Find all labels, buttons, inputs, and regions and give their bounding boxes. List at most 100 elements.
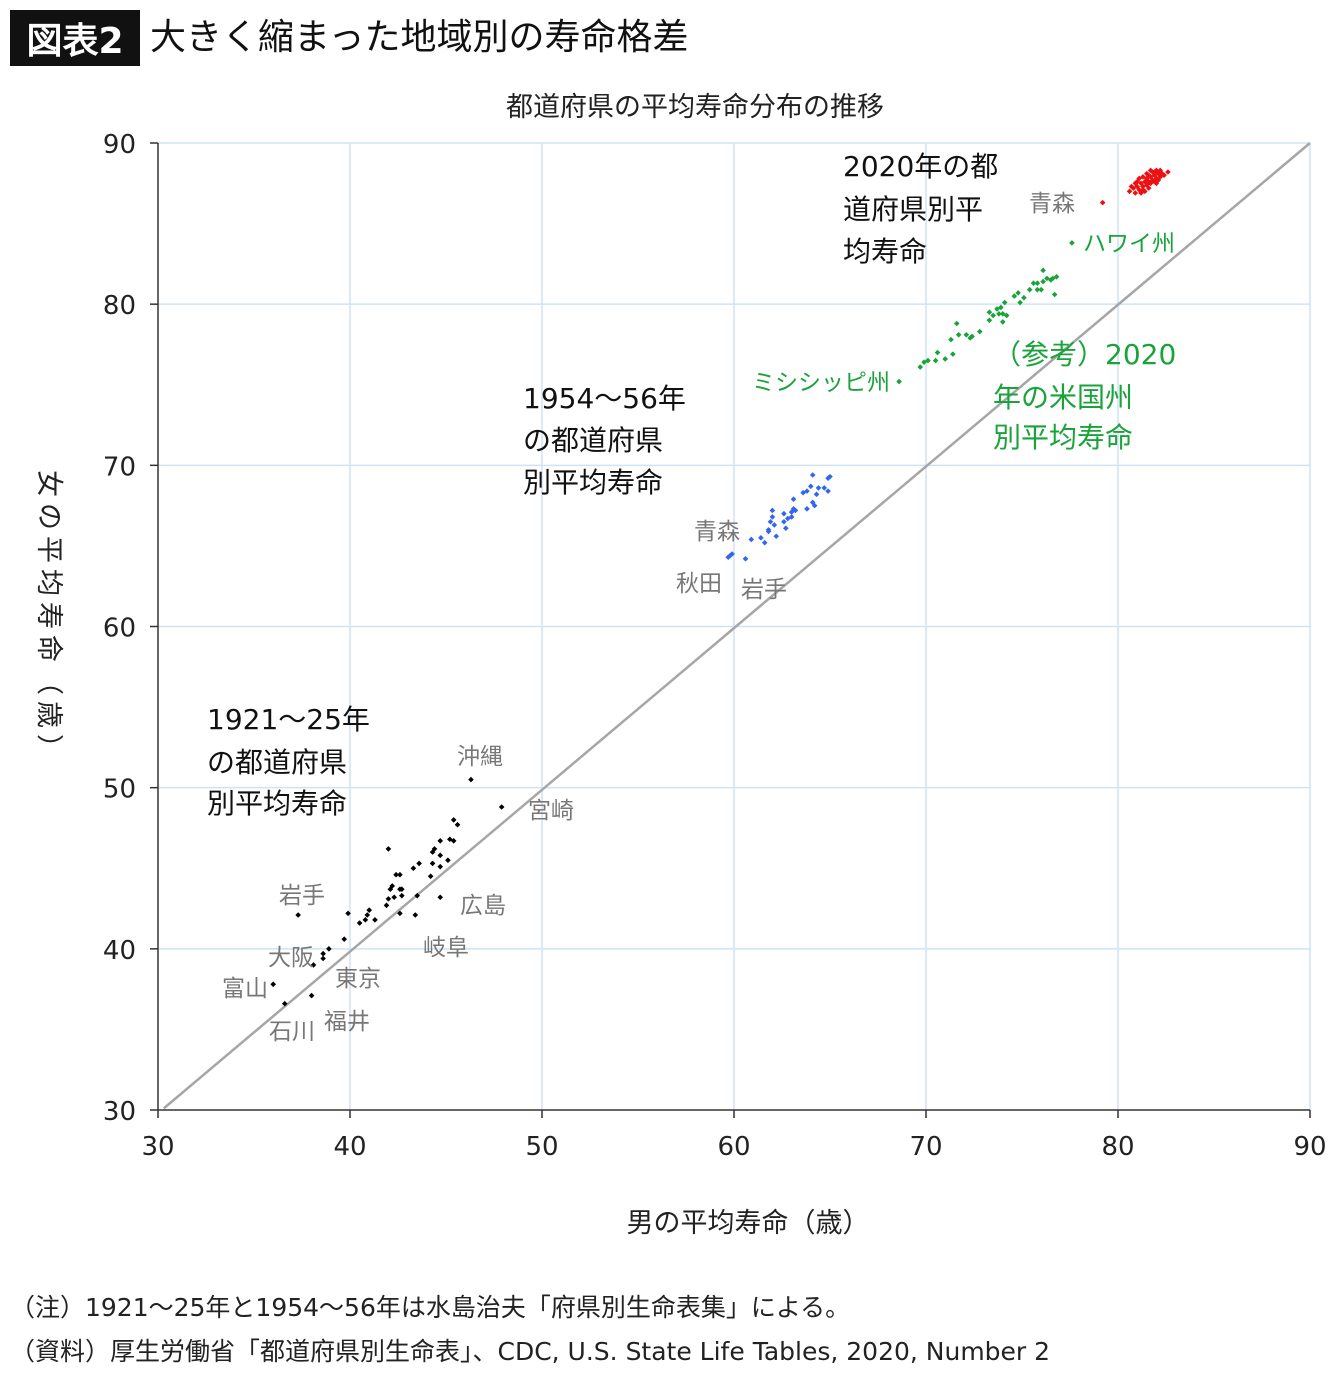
annotation-line: 均寿命: [843, 235, 927, 268]
data-point: [1099, 199, 1106, 206]
data-point: [362, 917, 369, 923]
annotation-line: （参考）2020: [993, 338, 1176, 371]
data-point: [431, 846, 438, 852]
data-point: [948, 336, 954, 343]
label-hiroshima: 広島: [460, 893, 506, 919]
data-point: [320, 950, 326, 957]
data-point: [790, 506, 797, 512]
data-point: [953, 320, 960, 327]
data-point: [729, 551, 735, 557]
data-point: [397, 910, 403, 917]
data-point: [429, 860, 436, 867]
data-point: [765, 528, 772, 535]
data-point: [769, 514, 776, 520]
data-point: [356, 920, 363, 926]
y-tick-label: 50: [103, 775, 136, 805]
annotation-line: 1954〜56年: [523, 382, 686, 415]
data-point: [1140, 183, 1146, 190]
data-point: [1015, 290, 1021, 296]
annotation-line: 別平均寿命: [993, 421, 1133, 454]
label-toyama: 富山: [222, 976, 268, 1002]
data-point: [767, 518, 774, 525]
series-us2020: [896, 240, 1075, 385]
data-point: [385, 846, 392, 852]
data-point: [341, 936, 348, 942]
x-tick-label: 50: [525, 1132, 558, 1162]
series-s1954: [725, 472, 833, 562]
annotation-line: の都道府県: [207, 746, 347, 779]
data-point: [445, 857, 451, 863]
series-s2020: [1099, 167, 1171, 206]
data-point: [1000, 311, 1006, 317]
data-point: [781, 518, 787, 525]
x-tick-label: 30: [141, 1132, 174, 1162]
data-point: [326, 946, 332, 952]
data-point: [1069, 240, 1075, 246]
data-point: [320, 955, 326, 962]
data-point: [815, 485, 822, 491]
data-point: [996, 311, 1002, 317]
data-point: [437, 894, 444, 901]
x-tick-label: 90: [1293, 1132, 1326, 1162]
data-point: [827, 473, 833, 480]
data-point: [295, 912, 301, 918]
data-point: [821, 485, 828, 491]
data-point: [427, 873, 434, 880]
label-hawaii: ハワイ州: [1083, 231, 1175, 257]
data-point: [310, 962, 317, 968]
data-point: [917, 364, 924, 370]
data-point: [364, 912, 371, 918]
data-point: [1034, 280, 1041, 287]
data-point: [1132, 190, 1139, 196]
data-point: [437, 838, 444, 844]
label-iwate-1954: 岩手: [741, 577, 787, 603]
annotation-line: 2020年の都: [843, 150, 998, 183]
data-point: [1026, 286, 1033, 293]
data-point: [808, 483, 814, 490]
x-tick-label: 80: [1101, 1132, 1134, 1162]
data-point: [397, 871, 403, 878]
data-point: [963, 331, 970, 338]
data-point: [825, 488, 831, 494]
data-point: [308, 992, 315, 999]
data-point: [1034, 286, 1041, 293]
data-point: [1038, 286, 1044, 293]
series-s1921: [270, 776, 505, 1007]
data-point: [414, 892, 420, 899]
data-point: [498, 804, 505, 810]
data-point: [788, 509, 795, 515]
data-point: [468, 776, 474, 783]
label-gifu: 岐阜: [423, 935, 469, 961]
data-point: [896, 378, 902, 385]
data-point: [800, 489, 806, 496]
data-point: [1051, 291, 1058, 298]
data-point: [372, 917, 378, 923]
data-point: [784, 515, 791, 522]
data-point: [1126, 188, 1133, 195]
data-point: [454, 821, 461, 828]
data-point: [934, 349, 941, 356]
data-point: [1011, 293, 1018, 299]
data-point: [976, 328, 983, 335]
data-point: [986, 317, 993, 324]
data-point: [725, 554, 732, 560]
data-point: [804, 488, 810, 494]
data-point: [385, 896, 392, 902]
data-point: [1145, 185, 1152, 191]
data-point: [450, 838, 457, 844]
label-aomori-1954: 青森: [694, 519, 740, 545]
label-fukui: 福井: [324, 1009, 370, 1035]
annotation-2020: 2020年の都 道府県別平 均寿命: [843, 150, 998, 268]
annotation-line: 年の米国州: [993, 381, 1133, 414]
point-labels: 青森 ハワイ州 ミシシッピ州 青森 秋田 岩手 沖縄 宮崎 広島 岐阜 岩手 大…: [222, 191, 1175, 1045]
data-point: [1017, 299, 1023, 306]
data-point: [773, 533, 780, 540]
data-point: [345, 910, 351, 917]
data-point: [1003, 312, 1010, 319]
data-point: [410, 865, 417, 872]
annotation-1954: 1954〜56年 の都道府県 別平均寿命: [523, 382, 686, 499]
data-point: [399, 886, 405, 893]
data-point: [1001, 299, 1008, 306]
data-point: [790, 496, 797, 502]
